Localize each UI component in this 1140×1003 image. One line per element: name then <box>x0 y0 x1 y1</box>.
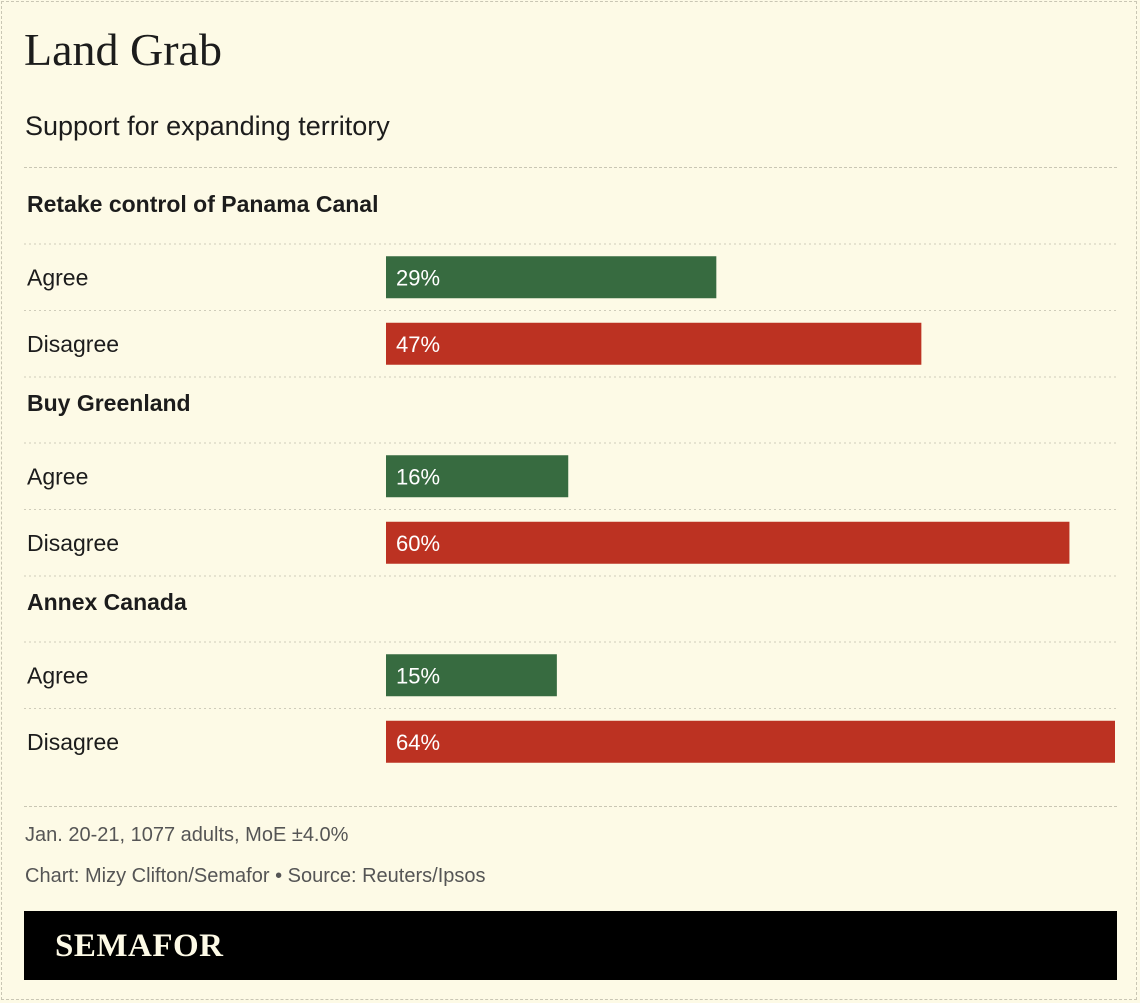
agree-bar <box>386 455 569 498</box>
header-divider <box>24 167 1117 168</box>
source-credit: Chart: Mizy Clifton/Semafor • Source: Re… <box>25 865 486 887</box>
bar-value-label: 29% <box>396 265 440 290</box>
bar-value-label: 47% <box>396 332 440 357</box>
disagree-bar <box>386 720 1115 763</box>
disagree-bar <box>386 322 922 365</box>
row-label: Agree <box>27 264 88 290</box>
row-label: Agree <box>27 662 88 688</box>
group-title: Buy Greenland <box>27 390 191 416</box>
row-label: Disagree <box>27 331 119 357</box>
bar-value-label: 64% <box>396 730 440 755</box>
row-label: Disagree <box>27 729 119 755</box>
brand-footer: SEMAFOR <box>24 911 1117 980</box>
agree-bar <box>386 654 557 697</box>
row-label: Agree <box>27 463 88 489</box>
row-label: Disagree <box>27 530 119 556</box>
agree-bar <box>386 256 717 299</box>
chart-title: Land Grab <box>24 24 222 75</box>
group-title: Annex Canada <box>27 589 187 615</box>
bar-value-label: 16% <box>396 464 440 489</box>
chart-subtitle: Support for expanding territory <box>25 111 390 141</box>
survey-note: Jan. 20-21, 1077 adults, MoE ±4.0% <box>25 824 349 846</box>
bar-value-label: 15% <box>396 663 440 688</box>
footer-divider <box>24 806 1117 807</box>
disagree-bar <box>386 521 1070 564</box>
bar-value-label: 60% <box>396 531 440 556</box>
semafor-logo: SEMAFOR <box>55 928 224 964</box>
group-title: Retake control of Panama Canal <box>27 191 379 217</box>
